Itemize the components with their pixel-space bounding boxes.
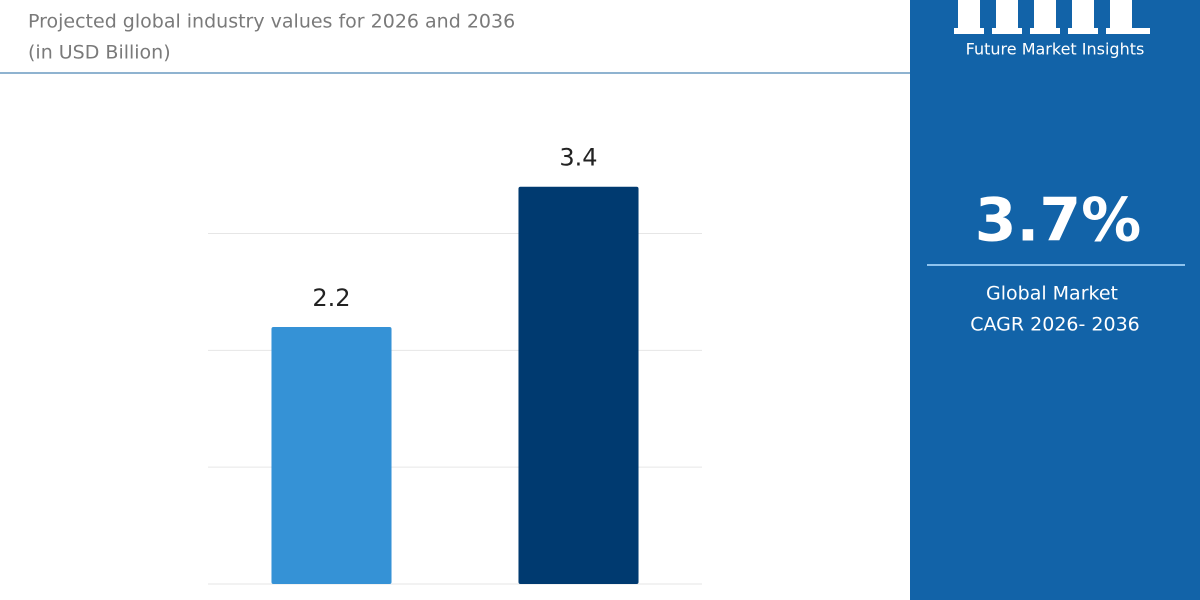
chart-title: Projected global industry values for 202… [28,11,515,33]
brand-name: Future Market Insights [966,40,1145,59]
chart-subtitle: (in USD Billion) [28,42,171,64]
logo-icon [954,0,1150,34]
value-label: 2.2 [312,284,350,312]
value-label: 3.4 [559,144,597,172]
cagr-label: Global Market [986,283,1118,305]
bar [518,186,639,584]
cagr-label: CAGR 2026- 2036 [970,314,1140,336]
bar [271,326,392,584]
cagr-value: 3.7% [975,186,1141,256]
side-panel [910,0,1200,600]
